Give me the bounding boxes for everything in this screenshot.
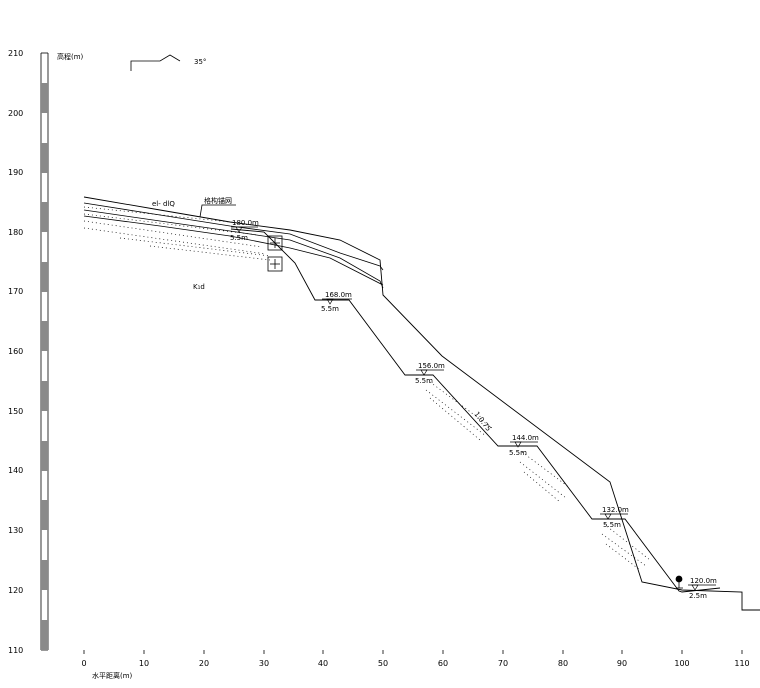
berm-168: 168.0m 5.5m [321,291,352,313]
x-tick-60: 60 [438,659,448,668]
x-tick-0: 0 [81,659,86,668]
berm-180-width: 5.5m [230,234,248,242]
dip-angle-label: 35° [194,58,206,66]
berm-144-elev: 144.0m [512,434,539,442]
y-tick-120: 120 [8,586,23,595]
berm-156-elev: 156.0m [418,362,445,370]
lattice-anchor-boxes [267,235,283,272]
berm-156-width: 5.5m [415,377,433,385]
scale-bar-blocks [41,83,48,650]
x-tick-70: 70 [498,659,508,668]
berm-132-elev: 132.0m [602,506,629,514]
berm-120-elev: 120.0m [690,577,717,585]
berm-156: 156.0m 5.5m [415,362,445,385]
berm-132-width: 5.5m [603,521,621,529]
y-tick-170: 170 [8,287,23,296]
berm-168-width: 5.5m [321,305,339,313]
toe-drain-symbol [675,575,683,589]
y-tick-150: 150 [8,407,23,416]
x-axis-title: 水平距离(m) [92,671,133,680]
y-tick-210: 210 [8,49,23,58]
y-tick-110: 110 [8,646,23,655]
x-tick-40: 40 [318,659,328,668]
x-tick-50: 50 [378,659,388,668]
excavated-slope-profile [230,228,721,593]
mesh-leader-line [199,204,236,218]
berm-132: 132.0m 5.5m [600,506,629,529]
x-tick-30: 30 [259,659,269,668]
y-tick-labels: 210 200 190 180 170 160 150 140 130 120 … [8,49,23,655]
berm-180-elev: 180.0m [232,219,259,227]
x-tick-10: 10 [139,659,149,668]
rock-label: K₁d [193,283,205,291]
original-ground-line [83,196,760,611]
y-axis-title: 高程(m) [57,52,84,61]
x-tick-marks [83,650,743,654]
anchor-dot-rows [83,206,651,571]
y-tick-140: 140 [8,466,23,475]
y-tick-130: 130 [8,526,23,535]
y-tick-200: 200 [8,109,23,118]
x-tick-100: 100 [674,659,689,668]
soil-layer-line-2 [83,209,384,289]
y-tick-160: 160 [8,347,23,356]
berm-168-elev: 168.0m [325,291,352,299]
x-tick-80: 80 [558,659,568,668]
dip-symbol [130,54,181,71]
x-tick-90: 90 [617,659,627,668]
berm-180: 180.0m 5.5m [230,219,259,242]
berm-120: 120.0m 2.5m [688,577,717,600]
layer-top-label: el- dlQ [152,200,175,208]
x-tick-110: 110 [734,659,749,668]
y-tick-180: 180 [8,228,23,237]
mesh-label: 格构锚网 [204,196,232,205]
berm-144-width: 5.5m [509,449,527,457]
berm-144: 144.0m 5.5m [509,434,539,457]
soil-layer-line-3 [83,215,384,286]
y-tick-190: 190 [8,168,23,177]
x-tick-20: 20 [199,659,209,668]
berm-120-width: 2.5m [689,592,707,600]
x-tick-labels: 0 10 20 30 40 50 60 70 80 90 100 110 [81,659,749,668]
